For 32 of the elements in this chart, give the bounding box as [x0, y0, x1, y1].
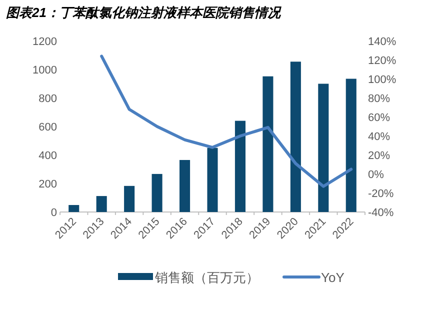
- bar: [262, 76, 274, 212]
- y-tick-label: 800: [38, 93, 57, 105]
- y-tick-label: 200: [38, 178, 57, 190]
- chart-title: 图表21：丁苯酞氯化钠注射液样本医院销售情况: [6, 5, 282, 20]
- y-tick-label: 600: [38, 122, 57, 134]
- y-tick-label: 400: [38, 150, 57, 162]
- y-tick-label: 0: [50, 207, 57, 219]
- y2-tick-label: 80%: [368, 93, 390, 105]
- bar: [234, 120, 246, 212]
- bar: [152, 174, 162, 212]
- y2-tick-label: 40%: [368, 131, 390, 143]
- bar: [346, 78, 356, 212]
- bar: [318, 84, 329, 212]
- line-series: [100, 54, 353, 188]
- y2-tick-label: 140%: [368, 36, 396, 48]
- bar: [207, 148, 218, 212]
- y2-tick-label: 0%: [368, 169, 384, 181]
- bar: [96, 196, 107, 212]
- y2-tick-label: -20%: [368, 188, 394, 200]
- y2-tick-label: 20%: [368, 150, 390, 162]
- y-tick-label: 1200: [32, 36, 57, 48]
- y2-tick-label: -40%: [368, 207, 394, 219]
- y2-tick-label: 60%: [368, 112, 390, 124]
- bar: [68, 205, 80, 212]
- bar: [290, 62, 301, 212]
- y-tick-label: 1000: [32, 64, 57, 76]
- y2-tick-label: 100%: [368, 74, 396, 86]
- bar: [124, 186, 135, 212]
- bar: [180, 160, 190, 212]
- legend-label: 销售额（百万元）: [154, 270, 259, 285]
- legend-label: YoY: [321, 270, 345, 285]
- y2-tick-label: 120%: [368, 55, 396, 67]
